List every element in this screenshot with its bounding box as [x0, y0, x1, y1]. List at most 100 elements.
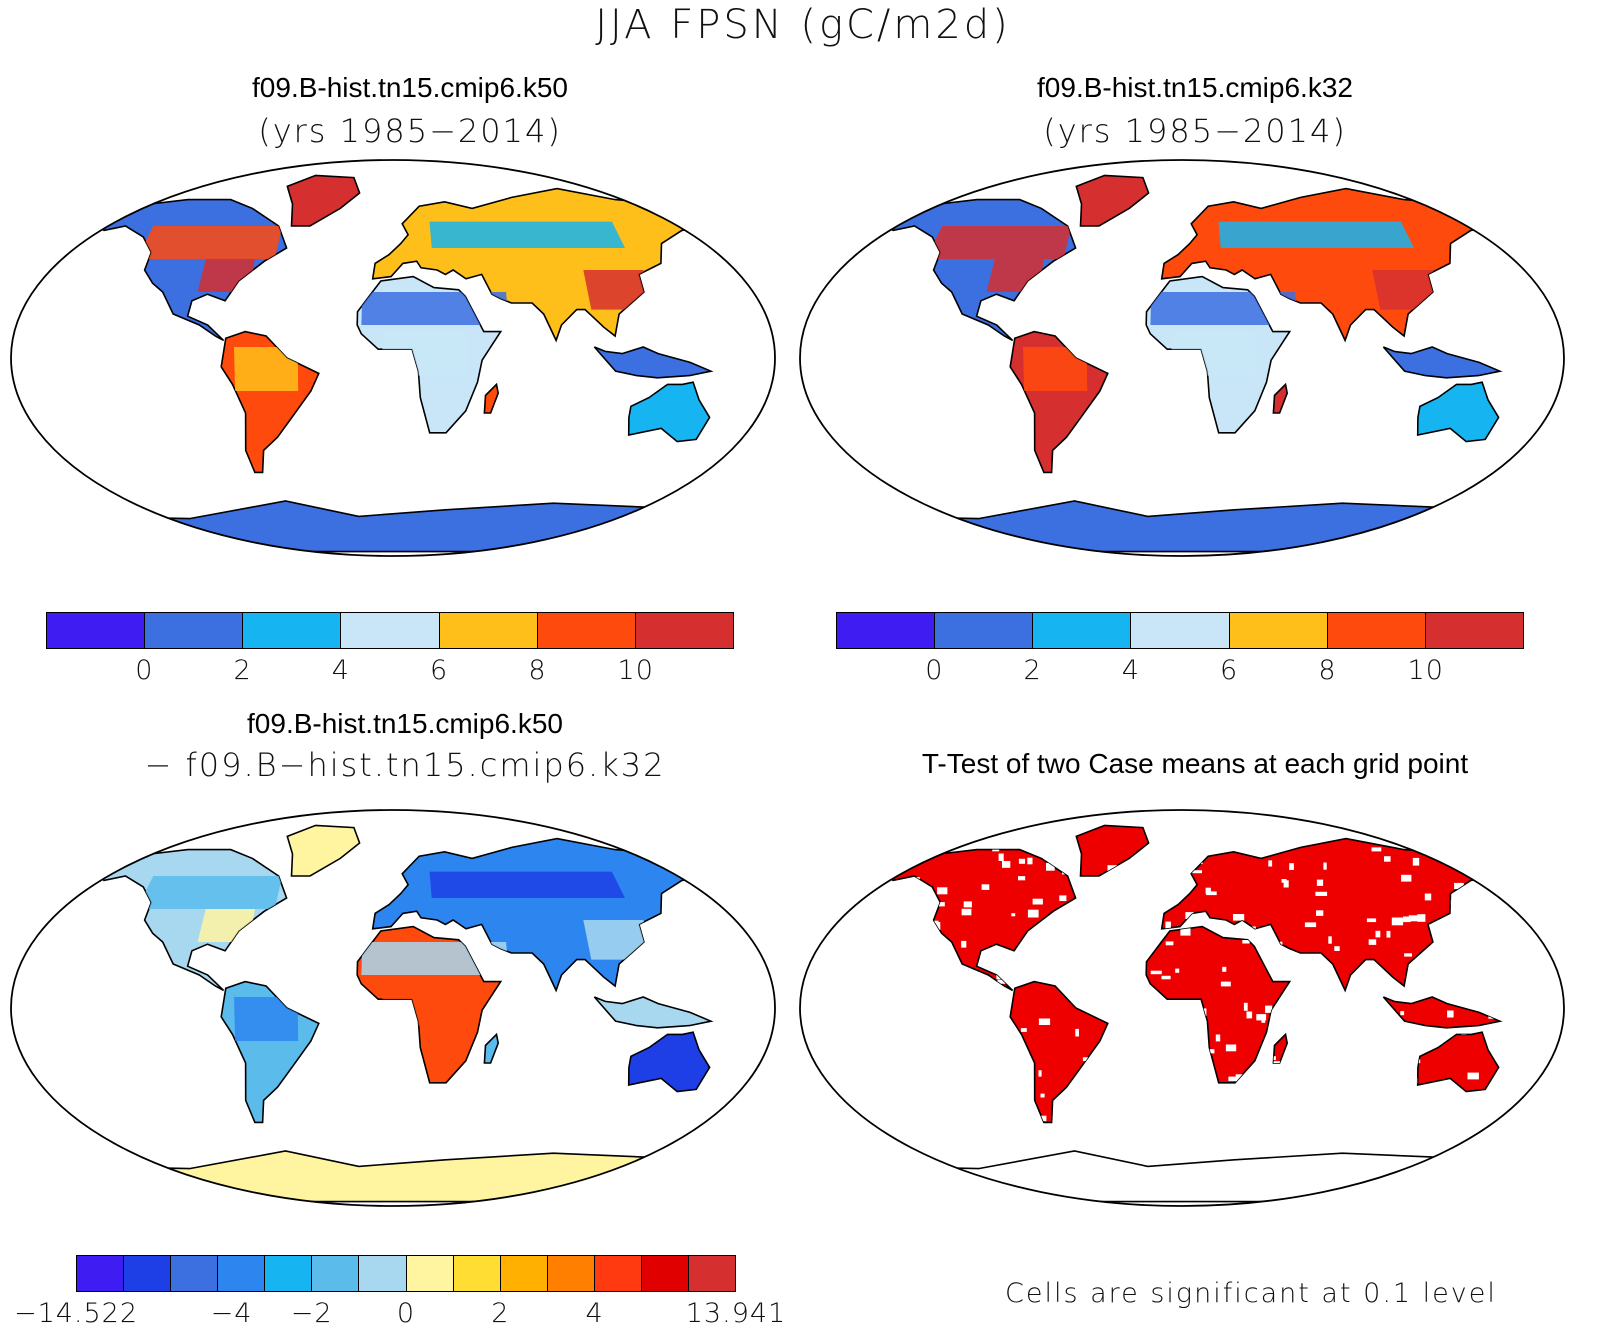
nonsignificant-cell	[1261, 1019, 1266, 1023]
nonsignificant-cell	[1165, 941, 1174, 946]
nonsignificant-cell	[894, 849, 903, 854]
nonsignificant-cell	[1020, 1028, 1027, 1032]
colorbar-tick-label: 0	[925, 655, 944, 686]
field-band	[136, 876, 283, 909]
nonsignificant-cell	[1246, 1011, 1253, 1019]
nonsignificant-cell	[1328, 936, 1332, 944]
nonsignificant-cell	[1027, 857, 1033, 865]
colorbar-swatch	[537, 613, 636, 648]
colorbar-swatch	[1327, 613, 1426, 648]
nonsignificant-cell	[1491, 1127, 1495, 1134]
nonsignificant-cell	[1417, 914, 1426, 922]
world-map	[799, 159, 1565, 557]
nonsignificant-cell	[1215, 1034, 1221, 1042]
colorbar-swatch	[635, 613, 733, 648]
nonsignificant-cell	[1401, 874, 1412, 882]
colorbar-tick-label: 2	[233, 655, 252, 686]
landmass-northamerica	[880, 848, 1077, 992]
nonsignificant-cell	[961, 940, 967, 948]
significance-note: Cells are significant at 0.1 level	[1005, 1278, 1497, 1309]
nonsignificant-cell	[981, 884, 990, 890]
nonsignificant-cell	[1222, 966, 1227, 972]
field-band	[1023, 347, 1088, 391]
colorbar-swatch	[1033, 613, 1132, 648]
nonsignificant-cell	[1454, 882, 1464, 890]
landmass-indonesia	[1382, 346, 1503, 379]
colorbar-swatch	[145, 613, 244, 648]
field-band	[136, 226, 283, 259]
nonsignificant-cell	[937, 887, 948, 895]
nonsignificant-cell	[1467, 1072, 1479, 1080]
landmass-madagascar	[483, 1032, 500, 1064]
nonsignificant-cell	[1161, 975, 1171, 980]
nonsignificant-cell	[1018, 876, 1026, 881]
landmass-indonesia	[1382, 996, 1503, 1029]
map-border	[10, 809, 776, 1207]
nonsignificant-cell	[1243, 1002, 1248, 1011]
nonsignificant-cell	[1316, 910, 1324, 916]
map-border	[799, 809, 1565, 1207]
colorbar-swatch	[935, 613, 1034, 648]
colorbar-tick-label: 13.941	[685, 1298, 787, 1329]
nonsignificant-cell	[1368, 939, 1377, 945]
nonsignificant-cell	[1032, 898, 1043, 905]
landmass-madagascar	[1272, 382, 1289, 414]
world-map	[10, 159, 776, 557]
nonsignificant-cell	[1391, 917, 1404, 926]
landmass-indonesia	[593, 346, 714, 379]
nonsignificant-cell	[1038, 1018, 1051, 1025]
nonsignificant-cell	[1316, 879, 1324, 886]
panel-2-case-title: f09.B-hist.tn15.cmip6.k32	[1037, 72, 1353, 103]
colorbar-tick-label: 4	[331, 655, 350, 686]
map-border	[799, 159, 1565, 557]
nonsignificant-cell	[1011, 913, 1016, 917]
nonsignificant-cell	[1242, 940, 1250, 944]
nonsignificant-cell	[1059, 895, 1067, 901]
nonsignificant-cell	[1233, 914, 1245, 921]
nonsignificant-cell	[1165, 921, 1171, 930]
landmass-australia	[627, 1031, 711, 1093]
nonsignificant-cell	[1220, 981, 1231, 987]
colorbar-swatch	[47, 613, 146, 648]
nonsignificant-cell	[1150, 970, 1162, 975]
colorbar-swatch	[265, 1256, 313, 1291]
field-band	[925, 226, 1072, 259]
nonsignificant-cell	[1185, 912, 1194, 919]
nonsignificant-cell	[1408, 915, 1418, 922]
nonsignificant-cell	[1375, 930, 1381, 938]
landmass-australia	[1416, 381, 1500, 443]
colorbar-tick-label: 4	[585, 1298, 604, 1329]
colorbar-swatch	[439, 613, 538, 648]
world-map	[799, 809, 1565, 1207]
colorbar-swatch	[453, 1256, 501, 1291]
nonsignificant-cell	[1225, 1044, 1237, 1052]
landmass-greenland	[286, 824, 361, 877]
field-band	[234, 347, 299, 391]
world-map	[10, 809, 776, 1207]
nonsignificant-cell	[1424, 893, 1432, 901]
nonsignificant-cell	[1404, 953, 1412, 957]
nonsignificant-cell	[1315, 891, 1328, 896]
nonsignificant-cell	[1002, 861, 1011, 868]
colorbar-tick-label: 0	[135, 655, 154, 686]
nonsignificant-cell	[1228, 1076, 1239, 1082]
nonsignificant-cell	[1366, 918, 1377, 923]
colorbar-swatch	[359, 1256, 407, 1291]
nonsignificant-cell	[1400, 1011, 1405, 1016]
colorbar-swatch	[171, 1256, 219, 1291]
panel-4-title: T-Test of two Case means at each grid po…	[921, 748, 1469, 779]
colorbar-swatch	[406, 1256, 454, 1291]
colorbar-tick-label: 8	[1318, 655, 1337, 686]
panel-2-subtitle: (yrs 1985−2014)	[1043, 112, 1347, 150]
landmass-southamerica	[1009, 980, 1109, 1124]
colorbar-difference	[76, 1255, 736, 1292]
nonsignificant-cell	[1046, 862, 1055, 871]
map-panel-2	[797, 158, 1567, 558]
field-band	[429, 221, 625, 248]
colorbar-swatch	[547, 1256, 595, 1291]
landmass-indonesia	[593, 996, 714, 1029]
nonsignificant-cell	[1206, 891, 1217, 896]
map-border	[10, 159, 776, 557]
nonsignificant-cell	[963, 901, 972, 908]
colorbar-tick-label: 8	[528, 655, 547, 686]
